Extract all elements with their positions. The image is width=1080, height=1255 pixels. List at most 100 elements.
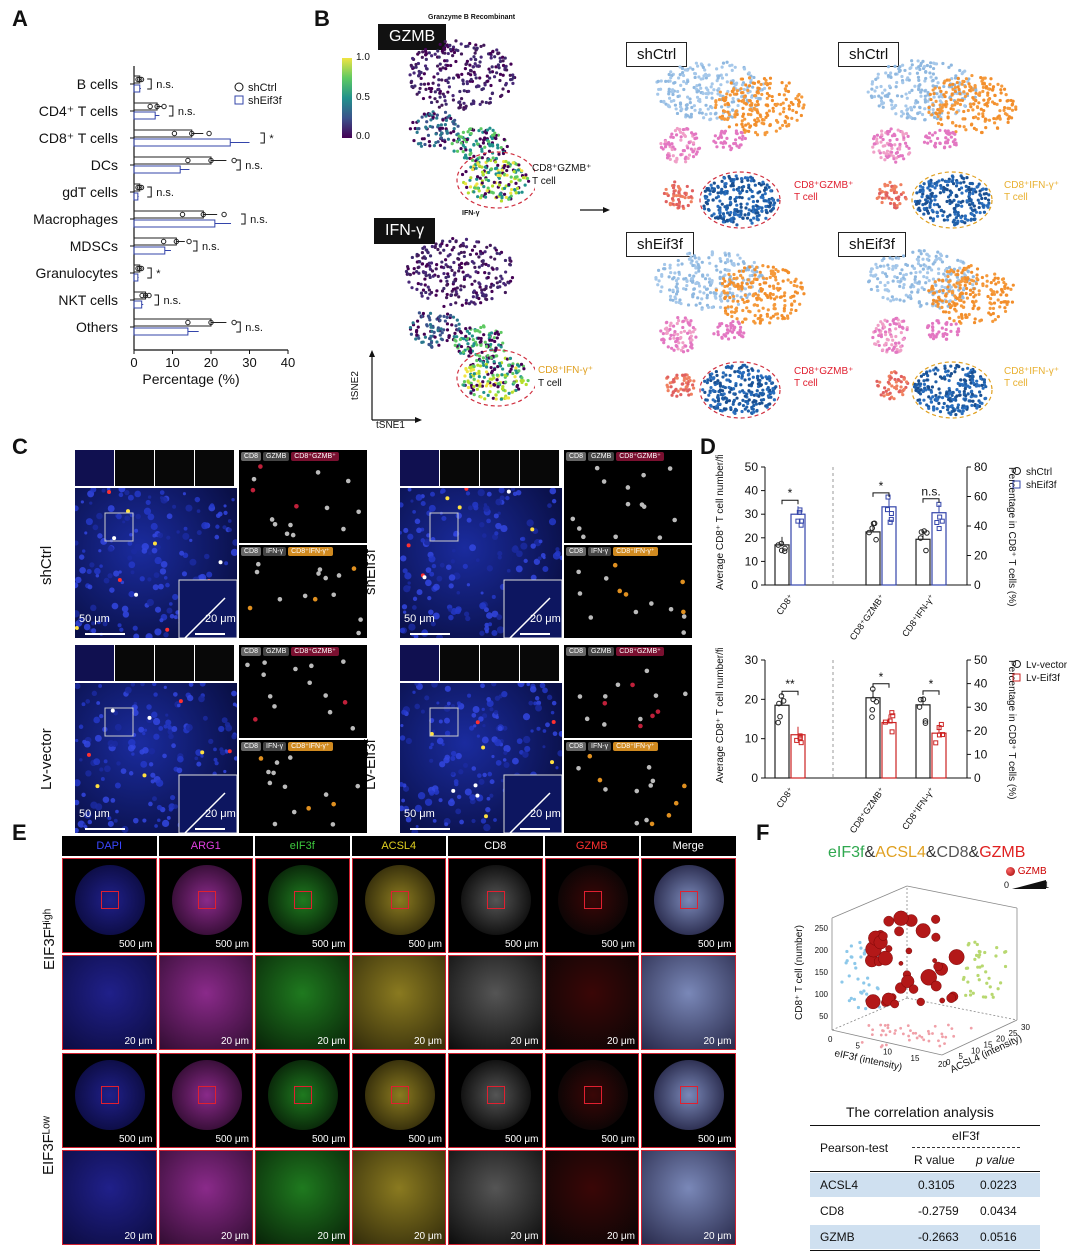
- tsne-cell: [684, 103, 688, 107]
- tsne-cell: [1011, 99, 1015, 103]
- data-point: [135, 76, 141, 83]
- tsne-cell: [452, 273, 456, 277]
- nucleus: [204, 553, 210, 560]
- nucleus: [147, 513, 155, 521]
- tsne-cell: [866, 90, 870, 94]
- tsne-cell: [951, 397, 955, 402]
- tsne-cell: [728, 373, 732, 378]
- tsne-cell: [932, 195, 936, 199]
- tsne-cell: [439, 136, 444, 140]
- tsne-cell: [903, 141, 908, 145]
- tsne-cell: [452, 149, 456, 153]
- tsne-cell: [480, 165, 484, 169]
- tsne-cell: [956, 76, 960, 81]
- tsne-cell: [910, 283, 914, 287]
- tsne-cell: [902, 377, 906, 381]
- tsne-cell: [979, 393, 983, 397]
- tsne-cell: [743, 266, 747, 270]
- tsne-cell: [978, 91, 982, 95]
- tsne-cell: [678, 187, 682, 192]
- tsne-cell: [509, 175, 513, 179]
- ifn-label: IFN-γ: [374, 218, 436, 244]
- tsne-cell: [763, 192, 767, 196]
- tsne-cell: [987, 193, 991, 197]
- tsne-cell: [437, 55, 441, 59]
- tag-marker: IFN-γ: [263, 547, 287, 556]
- tsne-cell: [718, 388, 722, 392]
- tsne-cell: [965, 315, 969, 319]
- tsne-cell: [729, 81, 733, 85]
- tsne-cell: [438, 333, 442, 337]
- tsne-cell: [966, 392, 970, 396]
- tsne-cell: [437, 105, 441, 109]
- tsne-cell: [741, 276, 745, 280]
- tsne-cell: [688, 329, 692, 333]
- tsne-cell: [746, 299, 750, 303]
- tsne-cell: [948, 213, 952, 217]
- cell-map: CD8 IFN-γ CD8⁺IFN-γ⁺: [239, 545, 367, 638]
- tsne-cell: [451, 54, 455, 58]
- tsne-cell: [945, 188, 949, 192]
- tsne-cell: [492, 336, 497, 340]
- tsne-cell: [455, 133, 459, 137]
- tsne-cell: [910, 59, 914, 63]
- tsne-cell: [913, 199, 918, 204]
- tsne-cell: [955, 302, 959, 306]
- tsne-cell: [966, 108, 970, 113]
- tsne-cell: [904, 293, 908, 297]
- bar-sheif3f: [133, 84, 141, 93]
- tsne-cell: [409, 63, 413, 68]
- tsne-cell: [943, 366, 947, 371]
- bar-shctrl: [133, 318, 212, 327]
- tsne-cell: [445, 338, 449, 343]
- tsne-cell: [417, 72, 422, 76]
- nucleus: [75, 540, 79, 546]
- tsne-cell: [732, 142, 736, 146]
- tsne-cell: [705, 202, 710, 206]
- tsne-cell: [890, 103, 894, 107]
- nucleus: [116, 513, 122, 520]
- tsne-cell: [721, 371, 725, 375]
- tsne-cell: [765, 96, 769, 100]
- tsne-cell: [713, 216, 718, 220]
- tsne-cell: [703, 189, 707, 193]
- tsne-cell: [715, 116, 719, 120]
- tsne-cell: [441, 92, 445, 96]
- tsne-cell: [762, 118, 766, 122]
- tsne-cell: [464, 44, 468, 49]
- tsne-cell: [931, 66, 936, 71]
- tsne-cell: [417, 127, 421, 131]
- tsne-cell: [735, 396, 739, 400]
- tsne-cell: [711, 189, 716, 194]
- channel-thumbnail: [155, 450, 194, 486]
- tsne-cell: [462, 101, 466, 105]
- tsne-cell: [1004, 93, 1008, 97]
- tsne-cell: [732, 283, 736, 287]
- tsne-cell: [708, 283, 713, 287]
- tsne-cell: [486, 178, 491, 183]
- tsne-cell: [459, 288, 463, 292]
- tsne-cell: [926, 196, 930, 200]
- tsne-cell: [440, 103, 444, 107]
- tsne-cell: [960, 82, 964, 86]
- tsne-cell: [888, 323, 892, 327]
- tsne-cell: [776, 269, 780, 273]
- tsne-cell: [441, 118, 445, 122]
- tsne-cell: [931, 72, 935, 76]
- tsne-cell: [719, 270, 723, 274]
- tsne-cell: [438, 143, 443, 147]
- tsne-cell: [441, 66, 445, 70]
- data-point: [135, 265, 141, 272]
- tsne-cell: [781, 101, 785, 105]
- tsne-cell: [735, 177, 739, 181]
- tsne-cell: [925, 302, 929, 306]
- tsne-cell: [483, 165, 487, 169]
- sig-label: *: [269, 133, 274, 145]
- tsne-cell: [688, 97, 692, 101]
- tsne-cell: [738, 390, 742, 394]
- tsne-cell: [666, 345, 670, 349]
- tl-annotation: CD8⁺GZMB⁺ T cell: [794, 180, 853, 204]
- tsne-cell: [680, 194, 685, 199]
- tsne-cell: [801, 106, 805, 110]
- nucleus: [231, 497, 235, 502]
